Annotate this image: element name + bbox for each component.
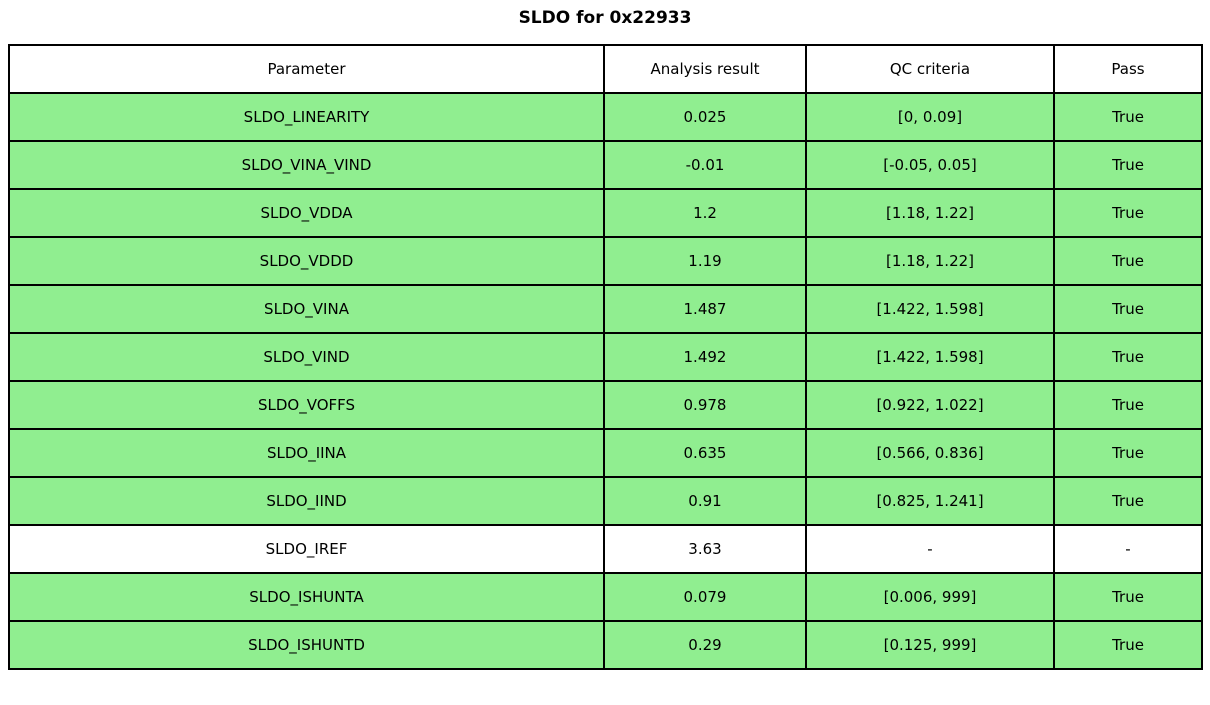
cell-qc-criteria: [0, 0.09] xyxy=(805,92,1055,142)
cell-parameter: SLDO_VINA xyxy=(8,284,605,334)
cell-parameter: SLDO_LINEARITY xyxy=(8,92,605,142)
table-header-row: Parameter Analysis result QC criteria Pass xyxy=(8,44,1203,94)
cell-qc-criteria: [1.18, 1.22] xyxy=(805,188,1055,238)
cell-pass: True xyxy=(1053,236,1203,286)
cell-analysis-result: -0.01 xyxy=(603,140,807,190)
cell-parameter: SLDO_VINA_VIND xyxy=(8,140,605,190)
column-header-pass: Pass xyxy=(1053,44,1203,94)
cell-pass: True xyxy=(1053,428,1203,478)
cell-analysis-result: 0.635 xyxy=(603,428,807,478)
cell-parameter: SLDO_VDDD xyxy=(8,236,605,286)
cell-parameter: SLDO_IREF xyxy=(8,524,605,574)
cell-qc-criteria: [0.006, 999] xyxy=(805,572,1055,622)
table-row-sldo-iref: SLDO_IREF 3.63- - xyxy=(8,524,1203,574)
cell-qc-criteria: [1.18, 1.22] xyxy=(805,236,1055,286)
table-row-sldo-linearity: SLDO_LINEARITY 0.025 [0, 0.09] True xyxy=(8,92,1203,142)
table-row-sldo-vddd: SLDO_VDDD 1.19 [1.18, 1.22] True xyxy=(8,236,1203,286)
cell-parameter: SLDO_ISHUNTA xyxy=(8,572,605,622)
column-header-qc-criteria: QC criteria xyxy=(805,44,1055,94)
table-row-sldo-vina: SLDO_VINA 1.487 [1.422, 1.598] True xyxy=(8,284,1203,334)
cell-analysis-result: 0.978 xyxy=(603,380,807,430)
cell-pass: True xyxy=(1053,140,1203,190)
cell-pass: - xyxy=(1053,524,1203,574)
table-row-sldo-ishuntd: SLDO_ISHUNTD 0.29 [0.125, 999] True xyxy=(8,620,1203,670)
cell-analysis-result: 0.079 xyxy=(603,572,807,622)
cell-analysis-result: 1.487 xyxy=(603,284,807,334)
cell-analysis-result: 3.63 xyxy=(603,524,807,574)
cell-analysis-result: 0.91 xyxy=(603,476,807,526)
cell-qc-criteria: [1.422, 1.598] xyxy=(805,284,1055,334)
cell-parameter: SLDO_VOFFS xyxy=(8,380,605,430)
cell-pass: True xyxy=(1053,572,1203,622)
column-header-parameter: Parameter xyxy=(8,44,605,94)
page-title: SLDO for 0x22933 xyxy=(518,8,692,28)
cell-analysis-result: 0.025 xyxy=(603,92,807,142)
table-row-sldo-vina-vind: SLDO_VINA_VIND -0.01 [-0.05, 0.05] True xyxy=(8,140,1203,190)
cell-parameter: SLDO_IINA xyxy=(8,428,605,478)
table-row-sldo-vdda: SLDO_VDDA 1.2 [1.18, 1.22] True xyxy=(8,188,1203,238)
cell-analysis-result: 1.492 xyxy=(603,332,807,382)
cell-qc-criteria: [1.422, 1.598] xyxy=(805,332,1055,382)
cell-parameter: SLDO_VIND xyxy=(8,332,605,382)
cell-analysis-result: 1.2 xyxy=(603,188,807,238)
cell-parameter: SLDO_ISHUNTD xyxy=(8,620,605,670)
table-row-sldo-voffs: SLDO_VOFFS 0.978 [0.922, 1.022] True xyxy=(8,380,1203,430)
qc-results-table: Parameter Analysis result QC criteria Pass … xyxy=(8,44,1203,670)
cell-qc-criteria: [0.566, 0.836] xyxy=(805,428,1055,478)
cell-analysis-result: 1.19 xyxy=(603,236,807,286)
cell-qc-criteria: [0.825, 1.241] xyxy=(805,476,1055,526)
cell-qc-criteria: - xyxy=(805,524,1055,574)
cell-pass: True xyxy=(1053,188,1203,238)
table-row-sldo-iina: SLDO_IINA 0.635 [0.566, 0.836] True xyxy=(8,428,1203,478)
table-row-sldo-ishunta: SLDO_ISHUNTA 0.079 [0.006, 999] True xyxy=(8,572,1203,622)
cell-pass: True xyxy=(1053,332,1203,382)
cell-qc-criteria: [-0.05, 0.05] xyxy=(805,140,1055,190)
cell-qc-criteria: [0.922, 1.022] xyxy=(805,380,1055,430)
cell-parameter: SLDO_IIND xyxy=(8,476,605,526)
cell-pass: True xyxy=(1053,476,1203,526)
cell-pass: True xyxy=(1053,284,1203,334)
cell-pass: True xyxy=(1053,380,1203,430)
table-row-sldo-iind: SLDO_IIND 0.91 [0.825, 1.241] True xyxy=(8,476,1203,526)
cell-analysis-result: 0.29 xyxy=(603,620,807,670)
table-body: SLDO_LINEARITY 0.025 [0, 0.09] True SLDO_VIN… xyxy=(8,92,1203,670)
table-row-sldo-vind: SLDO_VIND 1.492 [1.422, 1.598] True xyxy=(8,332,1203,382)
column-header-analysis-result: Analysis result xyxy=(603,44,807,94)
cell-pass: True xyxy=(1053,620,1203,670)
cell-qc-criteria: [0.125, 999] xyxy=(805,620,1055,670)
cell-parameter: SLDO_VDDA xyxy=(8,188,605,238)
cell-pass: True xyxy=(1053,92,1203,142)
